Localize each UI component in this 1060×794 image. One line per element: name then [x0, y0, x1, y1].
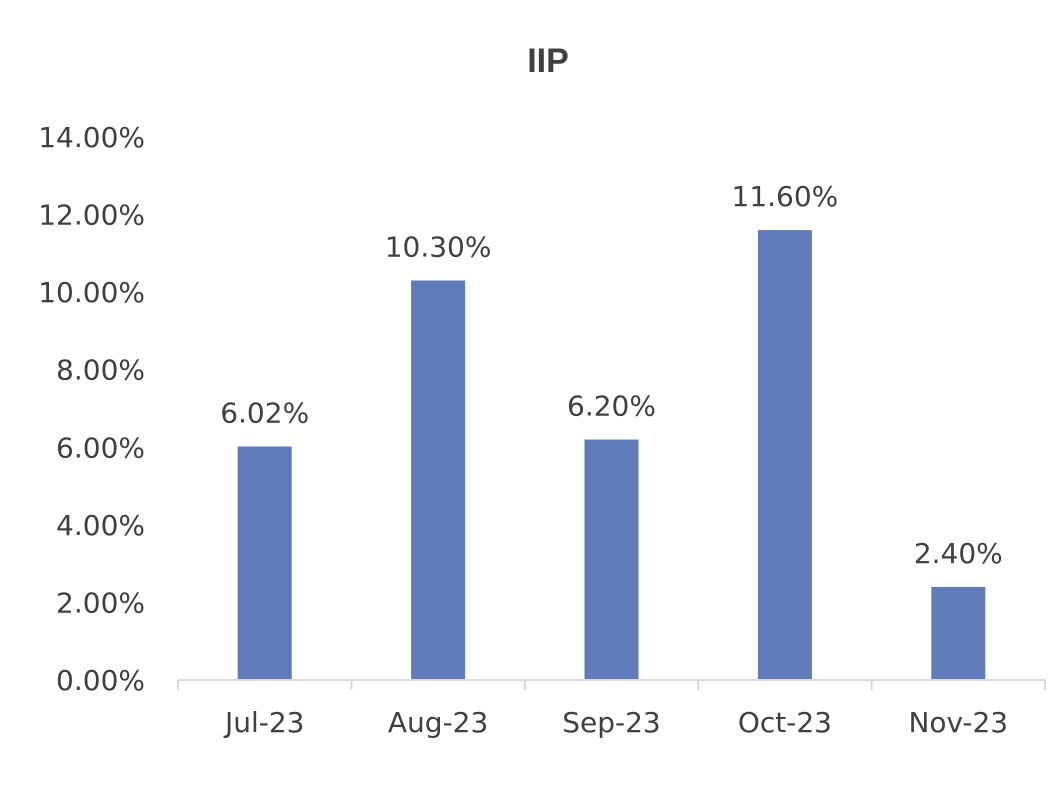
- bar-value-label: 2.40%: [914, 537, 1003, 570]
- y-tick-label: 6.00%: [56, 431, 145, 464]
- x-category-label: Jul-23: [223, 706, 305, 739]
- y-tick-label: 10.00%: [38, 276, 145, 309]
- x-category-label: Aug-23: [388, 706, 488, 739]
- y-tick-label: 0.00%: [56, 664, 145, 697]
- x-category-label: Oct-23: [738, 706, 832, 739]
- y-axis-tick-labels: 0.00% 2.00% 4.00% 6.00% 8.00% 10.00% 12.00% 14.…: [38, 121, 145, 697]
- y-tick-label: 4.00%: [56, 509, 145, 542]
- bar: [757, 230, 812, 681]
- bar-value-label: 10.30%: [385, 231, 492, 264]
- y-tick-label: 12.00%: [38, 199, 145, 232]
- x-category-label: Nov-23: [908, 706, 1008, 739]
- y-tick-label: 14.00%: [38, 121, 145, 154]
- bar: [237, 446, 292, 680]
- bar: [411, 280, 466, 680]
- x-axis-tick-labels: Jul-23 Aug-23 Sep-23 Oct-23 Nov-23: [223, 706, 1008, 739]
- x-category-label: Sep-23: [562, 706, 661, 739]
- bar-value-label: 11.60%: [732, 180, 839, 213]
- bar-value-label: 6.20%: [567, 390, 656, 423]
- y-tick-label: 2.00%: [56, 586, 145, 619]
- bar: [931, 586, 986, 680]
- x-axis: [177, 679, 1046, 690]
- bar-value-label: 6.02%: [220, 397, 309, 430]
- bars-group: [237, 230, 986, 681]
- data-labels-group: 6.02% 10.30% 6.20% 11.60% 2.40%: [220, 180, 1003, 570]
- y-tick-label: 8.00%: [56, 354, 145, 387]
- chart-title: IIP: [527, 42, 569, 80]
- bar: [584, 439, 639, 680]
